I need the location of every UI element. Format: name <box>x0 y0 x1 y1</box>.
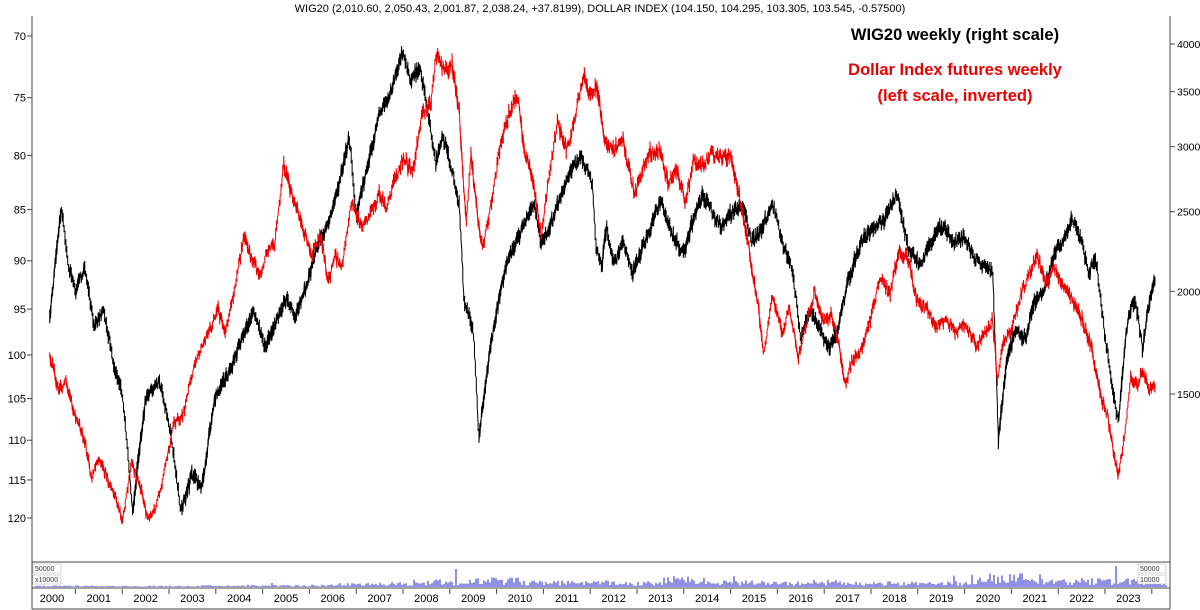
svg-text:95: 95 <box>14 304 26 316</box>
svg-text:2018: 2018 <box>882 593 906 605</box>
svg-text:85: 85 <box>14 205 26 217</box>
svg-text:2015: 2015 <box>742 593 766 605</box>
svg-text:70: 70 <box>14 31 26 43</box>
svg-text:100: 100 <box>8 350 26 362</box>
volume-scale-labels: 50000 x10000 50000 10000 <box>32 563 1167 585</box>
chart-header-title: WIG20 (2,010.60, 2,050.43, 2,001.87, 2,0… <box>294 3 906 15</box>
svg-text:2007: 2007 <box>367 593 391 605</box>
svg-text:75: 75 <box>14 93 26 105</box>
volume-bars <box>33 566 1167 587</box>
legend-wig20-label: WIG20 weekly (right scale) <box>850 26 1060 44</box>
svg-text:2019: 2019 <box>929 593 953 605</box>
svg-text:2017: 2017 <box>835 593 859 605</box>
svg-text:2011: 2011 <box>555 593 579 605</box>
svg-text:x10000: x10000 <box>35 577 58 584</box>
svg-text:80: 80 <box>14 150 26 162</box>
svg-text:4000: 4000 <box>1177 39 1200 51</box>
svg-text:2023: 2023 <box>1116 593 1140 605</box>
svg-text:10000: 10000 <box>1140 577 1160 584</box>
svg-text:2005: 2005 <box>274 593 298 605</box>
svg-text:2000: 2000 <box>1177 286 1200 298</box>
svg-text:2001: 2001 <box>87 593 111 605</box>
svg-text:2500: 2500 <box>1177 207 1200 219</box>
svg-text:2006: 2006 <box>321 593 345 605</box>
x-axis-labels: 2000 2001 2002 2003 2004 2005 2006 2007 2008 2009… <box>40 589 1153 605</box>
svg-text:3000: 3000 <box>1177 142 1200 154</box>
legend-dollar-index-sublabel: (left scale, inverted) <box>877 87 1033 105</box>
wig20-series <box>49 45 1156 516</box>
svg-text:2013: 2013 <box>648 593 672 605</box>
svg-text:110: 110 <box>8 435 26 447</box>
svg-text:120: 120 <box>8 513 26 525</box>
svg-text:2004: 2004 <box>227 593 251 605</box>
svg-text:1500: 1500 <box>1177 389 1200 401</box>
svg-text:2022: 2022 <box>1069 593 1093 605</box>
svg-text:2003: 2003 <box>180 593 204 605</box>
chart-frame <box>31 16 1171 610</box>
svg-text:2000: 2000 <box>40 593 64 605</box>
svg-text:2009: 2009 <box>461 593 485 605</box>
svg-text:2002: 2002 <box>133 593 157 605</box>
svg-text:2021: 2021 <box>1023 593 1047 605</box>
left-axis-labels: 70 75 80 85 90 95 100 105 110 115 120 <box>8 31 32 525</box>
svg-text:2012: 2012 <box>601 593 625 605</box>
svg-text:2016: 2016 <box>789 593 813 605</box>
right-axis-labels: 4000 3500 3000 2500 2000 1500 <box>1170 39 1200 401</box>
svg-text:50000: 50000 <box>35 566 55 573</box>
svg-text:90: 90 <box>14 256 26 268</box>
svg-text:115: 115 <box>8 475 26 487</box>
svg-text:2008: 2008 <box>414 593 438 605</box>
dxy-series <box>49 47 1156 525</box>
svg-text:2010: 2010 <box>508 593 532 605</box>
svg-text:105: 105 <box>8 394 26 406</box>
chart-legend: WIG20 weekly (right scale) Dollar Index … <box>790 22 1120 109</box>
svg-text:2014: 2014 <box>695 593 719 605</box>
svg-text:50000: 50000 <box>1140 566 1160 573</box>
legend-dollar-index-label: Dollar Index futures weekly <box>848 61 1062 79</box>
svg-text:3500: 3500 <box>1177 87 1200 99</box>
svg-text:2020: 2020 <box>976 593 1000 605</box>
